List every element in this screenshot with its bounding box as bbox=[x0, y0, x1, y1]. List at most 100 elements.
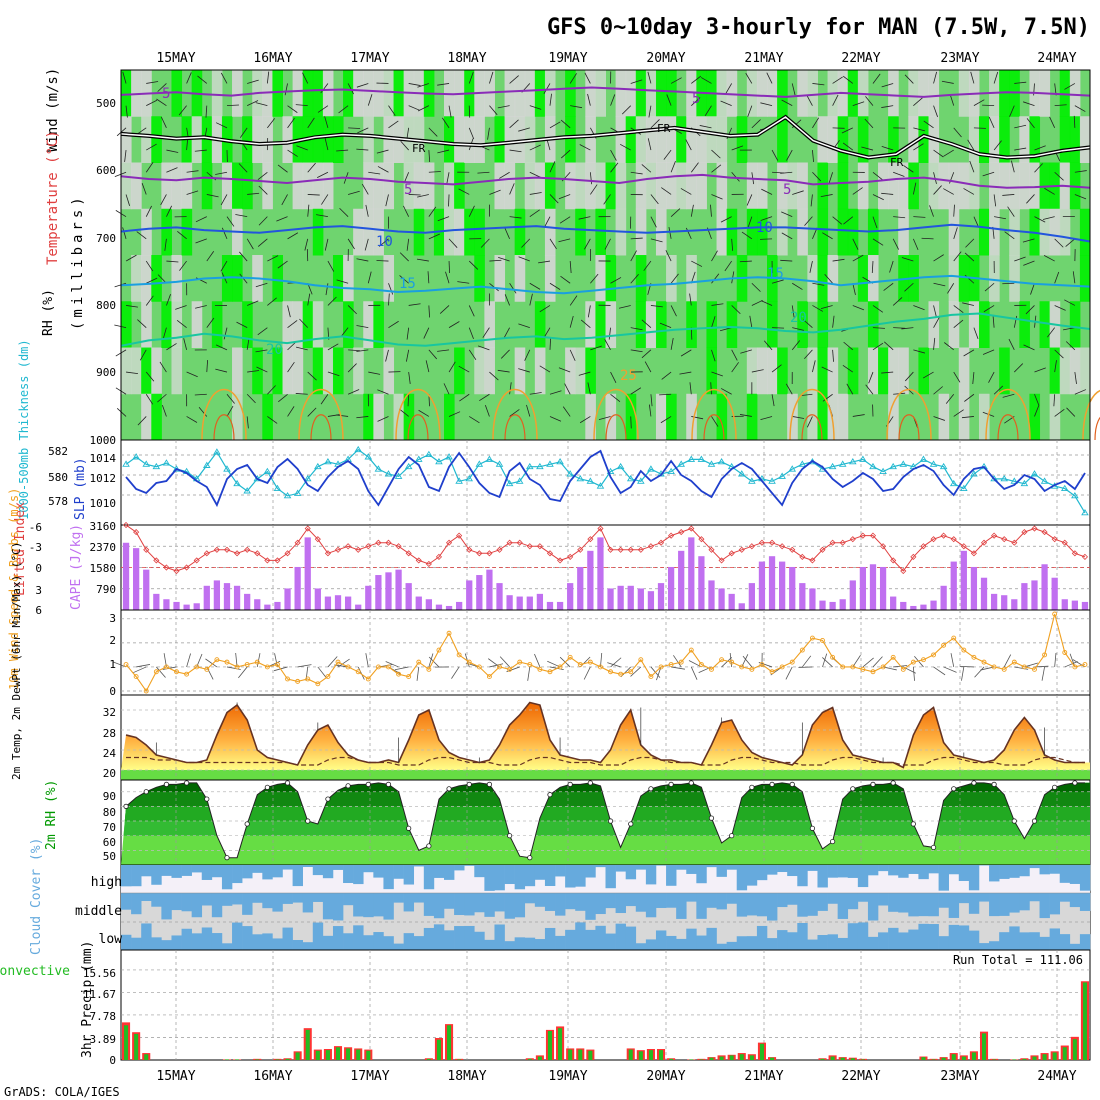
cloud-low-bar bbox=[958, 925, 970, 950]
thickness-point bbox=[1030, 470, 1039, 477]
cape-bar bbox=[1031, 580, 1038, 610]
thickness-point bbox=[949, 479, 958, 487]
li-point bbox=[415, 557, 422, 564]
cloud-middle-bar bbox=[756, 893, 768, 917]
cloud-middle-bar bbox=[252, 893, 263, 903]
thickness-point bbox=[687, 455, 696, 462]
rh2m-point bbox=[264, 784, 270, 790]
wind-barb bbox=[327, 260, 335, 272]
precip-panel: Run Total = 111.06 15.56 11.67 7.78 3.89… bbox=[0, 941, 1091, 1067]
thickness-point bbox=[364, 453, 373, 460]
wind-barb bbox=[122, 227, 127, 239]
wind-barb bbox=[539, 365, 551, 373]
rh-cell bbox=[373, 70, 384, 117]
isotherm-25-line bbox=[593, 388, 639, 441]
precip-rain-bar bbox=[941, 1057, 946, 1060]
wind-barb bbox=[751, 299, 763, 306]
precip-rain-bar bbox=[527, 1058, 532, 1060]
wind-barb bbox=[137, 416, 147, 426]
li-point bbox=[859, 532, 866, 539]
wind-barb bbox=[569, 295, 578, 306]
wind-barb bbox=[166, 167, 178, 173]
wind10m-point bbox=[204, 666, 210, 672]
rh2m-point bbox=[406, 825, 412, 831]
thickness-point bbox=[546, 460, 554, 467]
cape-bar bbox=[587, 550, 594, 610]
wind10m-point bbox=[860, 666, 866, 672]
li-point bbox=[1061, 539, 1068, 546]
wind-barb bbox=[439, 305, 450, 314]
rh2m-point bbox=[668, 781, 674, 787]
wind-barb bbox=[731, 362, 739, 373]
cape-bar bbox=[1001, 595, 1008, 610]
wind-barb bbox=[711, 371, 723, 377]
wind-barb bbox=[670, 77, 682, 84]
li-point bbox=[304, 525, 311, 532]
rh-cell bbox=[322, 162, 334, 210]
li-point bbox=[476, 550, 483, 557]
wind10m-point bbox=[497, 664, 502, 670]
cloud-low-bar bbox=[141, 923, 152, 950]
wind10m-point bbox=[618, 671, 624, 677]
surface-barb bbox=[607, 662, 621, 668]
wind-barb bbox=[235, 214, 248, 218]
wind10m-point bbox=[809, 635, 815, 641]
cloud-middle-bar bbox=[726, 893, 738, 904]
wind-barb bbox=[953, 204, 955, 217]
wind-barb bbox=[913, 349, 926, 354]
cloud-middle-bar bbox=[201, 893, 213, 906]
slp-tick: 1014 bbox=[90, 452, 117, 465]
wind-barb bbox=[929, 205, 934, 217]
precip-rain-bar bbox=[325, 1050, 330, 1060]
wind-barb bbox=[376, 149, 389, 154]
contour-label-fr: FR bbox=[412, 142, 426, 155]
wind-barb bbox=[327, 343, 339, 351]
thickness-point bbox=[283, 491, 292, 499]
wind-barb bbox=[498, 256, 510, 262]
rh-cell bbox=[908, 116, 919, 163]
wind-barb bbox=[304, 238, 309, 251]
surface-barb bbox=[943, 666, 957, 673]
wind-barb bbox=[710, 382, 712, 395]
rh-cell bbox=[1019, 116, 1030, 163]
wind-barb bbox=[872, 305, 884, 313]
precip-rain-bar bbox=[961, 1056, 966, 1060]
wind-barb bbox=[146, 277, 158, 284]
thickness-point bbox=[243, 487, 251, 494]
rh-cell bbox=[151, 347, 162, 395]
li-point bbox=[456, 532, 463, 539]
ylabel-temp2m: 2m Temp, 2m DewPt (6hr Min/Max) (°C) bbox=[10, 542, 23, 780]
cloud-high-bar bbox=[1019, 865, 1030, 877]
rh-cell bbox=[837, 116, 849, 163]
wind-barb bbox=[468, 127, 475, 140]
cloud-low-bar bbox=[605, 933, 616, 950]
wind-barb bbox=[689, 382, 692, 395]
wind-barb bbox=[719, 327, 732, 332]
wind-barb bbox=[832, 258, 845, 262]
cape-bar bbox=[728, 593, 735, 610]
cape-bar bbox=[869, 564, 877, 610]
wind-barb bbox=[267, 385, 276, 395]
cape-bar bbox=[678, 550, 685, 610]
wind-barb bbox=[691, 260, 703, 267]
wind-barb bbox=[529, 105, 542, 110]
cloud-high-bar bbox=[201, 865, 213, 880]
cloud-low-bar bbox=[423, 927, 435, 950]
thickness-point bbox=[566, 470, 574, 477]
wind-barb bbox=[559, 216, 571, 224]
isotherm-lines bbox=[120, 86, 1100, 441]
wind-barb bbox=[751, 282, 761, 292]
rh-cell bbox=[857, 162, 869, 210]
rh2m-point bbox=[648, 786, 654, 792]
thickness-point bbox=[203, 461, 211, 468]
wind-barb bbox=[277, 164, 288, 173]
wind-barb bbox=[186, 416, 198, 423]
cape-bar bbox=[203, 585, 210, 610]
rh-cell bbox=[383, 255, 395, 302]
wind-barb bbox=[406, 349, 410, 362]
surface-barb bbox=[365, 653, 369, 668]
cloud-low-bar bbox=[797, 922, 808, 950]
wind-barb bbox=[679, 371, 692, 375]
rh-cell bbox=[837, 393, 849, 441]
rh-cell bbox=[655, 162, 667, 210]
